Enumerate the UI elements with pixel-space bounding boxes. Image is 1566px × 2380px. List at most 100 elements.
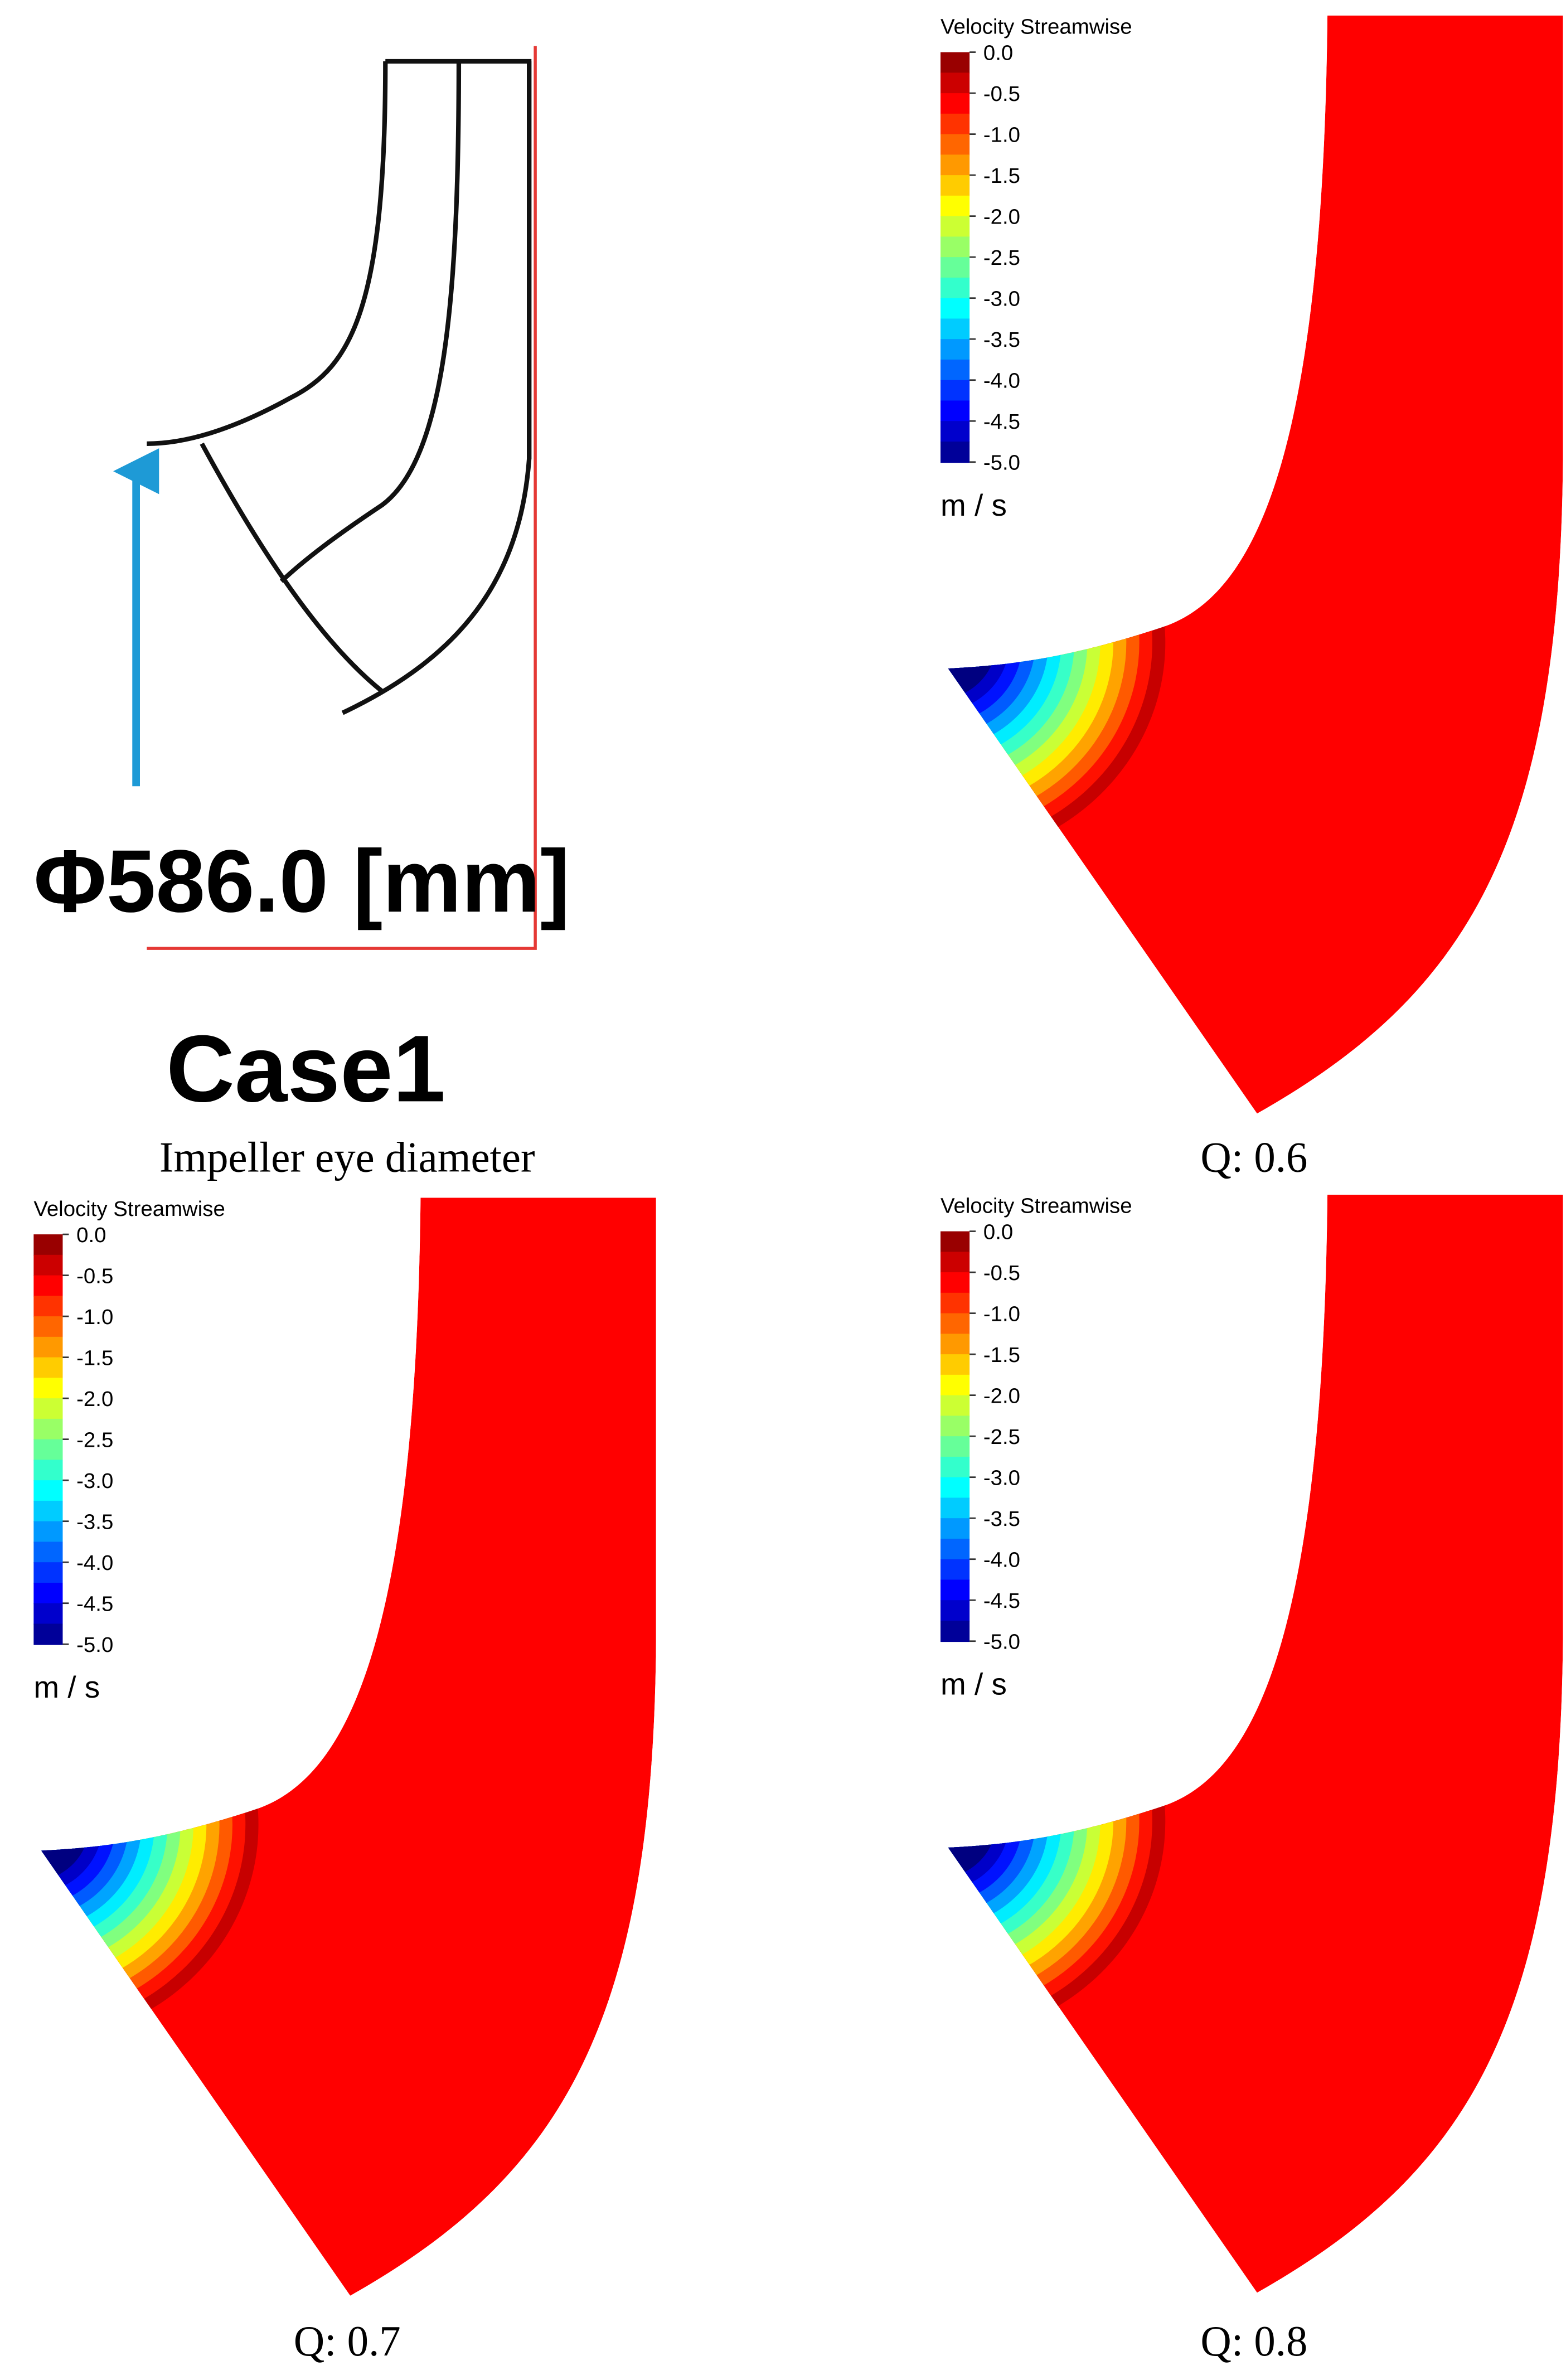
colorbar-label: -1.0: [76, 1305, 113, 1329]
colorbar-band: [33, 1542, 63, 1563]
legend-title: Velocity Streamwise: [940, 1194, 1132, 1218]
colorbar-label: -5.0: [983, 450, 1020, 474]
legend-unit: m / s: [33, 1670, 100, 1704]
colorbar-label: -0.5: [983, 1261, 1020, 1285]
colorbar-band: [940, 1579, 970, 1601]
colorbar-label: -3.0: [76, 1469, 113, 1493]
colorbar-label: 0.0: [983, 41, 1013, 65]
legend-title: Velocity Streamwise: [940, 15, 1132, 39]
contour-band: [948, 474, 1114, 811]
colorbar-band: [940, 52, 970, 74]
colorbar-band: [940, 1518, 970, 1540]
colorbar-band: [940, 1354, 970, 1376]
contour-field: [948, 1194, 1563, 2293]
contour-band: [948, 585, 997, 700]
colorbar-label: -4.5: [76, 1592, 113, 1616]
contour-band: [948, 1764, 997, 1879]
flow-region: [948, 1194, 1563, 2293]
colorbar-label: -4.0: [76, 1551, 113, 1575]
colorbar-band: [940, 1374, 970, 1397]
colorbar-label: -5.0: [983, 1630, 1020, 1654]
colorbar-band: [940, 441, 970, 463]
colorbar-label: -4.0: [983, 369, 1020, 392]
colorbar-band: [33, 1480, 63, 1502]
contour-band: [948, 1752, 1010, 1892]
contour-band: [948, 560, 1022, 725]
colorbar-band: [33, 1398, 63, 1420]
colorbar-label: -4.5: [983, 410, 1020, 434]
colorbar-label: -3.5: [983, 1507, 1020, 1531]
colorbar-band: [33, 1357, 63, 1379]
colorbar-label: -2.5: [983, 1425, 1020, 1449]
contour-band: [948, 1640, 1127, 2003]
colorbar-band: [940, 298, 970, 319]
colorbar-label: -1.0: [983, 123, 1020, 147]
colorbar-band: [940, 236, 970, 258]
legend-unit: m / s: [940, 1667, 1007, 1702]
colorbar-band: [940, 1600, 970, 1622]
caption: Impeller eye diameter: [159, 1134, 535, 1181]
colorbar-label: -3.5: [983, 328, 1020, 352]
legend-title: Velocity Streamwise: [33, 1197, 225, 1221]
contour-band: [948, 511, 1075, 774]
colorbar-label: -3.5: [76, 1510, 113, 1534]
colorbar-band: [940, 1231, 970, 1253]
colorbar-label: -0.5: [76, 1264, 113, 1288]
contour-band: [948, 498, 1088, 787]
colorbar-band: [33, 1562, 63, 1584]
contour-band: [948, 437, 1152, 849]
panel-caption: Q: 0.6: [1200, 1134, 1307, 1181]
colorbar-label: -0.5: [983, 82, 1020, 106]
colorbar-band: [33, 1439, 63, 1461]
colorbar-band: [940, 113, 970, 135]
contour-band: [948, 424, 1166, 861]
colorbar-label: -4.5: [983, 1589, 1020, 1613]
colorbar-band: [940, 1395, 970, 1417]
colorbar-band: [33, 1336, 63, 1358]
contour-band: [948, 486, 1100, 799]
colorbar-label: -3.0: [983, 1466, 1020, 1490]
colorbar-band: [33, 1378, 63, 1399]
shroud-curve: [147, 61, 388, 446]
colorbar-label: -2.0: [983, 205, 1020, 229]
contour-band: [948, 1665, 1100, 1978]
contour-band: [948, 1690, 1075, 1954]
colorbar-label: 0.0: [983, 1220, 1013, 1244]
panel-caption: Q: 0.8: [1200, 2318, 1307, 2365]
colorbar-band: [940, 421, 970, 443]
colorbar-label: -1.5: [76, 1346, 113, 1370]
contour-band: [948, 1702, 1061, 1941]
contour-band: [948, 1653, 1114, 1990]
colorbar-band: [940, 257, 970, 279]
colorbar-band: [33, 1623, 63, 1645]
colorbar-band: [940, 277, 970, 299]
colorbar-band: [940, 359, 970, 381]
colorbar-band: [940, 1416, 970, 1437]
colorbar-band: [33, 1418, 63, 1441]
panel-caption: Q: 0.7: [294, 2318, 401, 2365]
colorbar-band: [33, 1582, 63, 1605]
colorbar-label: -3.0: [983, 287, 1020, 311]
colorbar-band: [33, 1316, 63, 1338]
colorbar-band: [940, 1497, 970, 1519]
contour-band: [948, 1678, 1088, 1966]
colorbar-band: [940, 318, 970, 340]
colorbar-band: [940, 400, 970, 422]
legend-unit: m / s: [940, 488, 1007, 522]
colorbar-band: [940, 154, 970, 176]
impeller-schematic: [113, 46, 537, 950]
mid-streamline: [279, 61, 462, 583]
colorbar-band: [940, 195, 970, 217]
colorbar-label: -1.5: [983, 1343, 1020, 1367]
colorbar-band: [940, 1477, 970, 1499]
colorbar-band: [940, 1436, 970, 1458]
colorbar-band: [940, 1252, 970, 1273]
colorbar-label: -1.0: [983, 1302, 1020, 1326]
contour-band: [948, 535, 1049, 749]
colorbar-band: [940, 175, 970, 197]
contour-field: [948, 15, 1563, 1114]
colorbar-label: -1.5: [983, 164, 1020, 188]
